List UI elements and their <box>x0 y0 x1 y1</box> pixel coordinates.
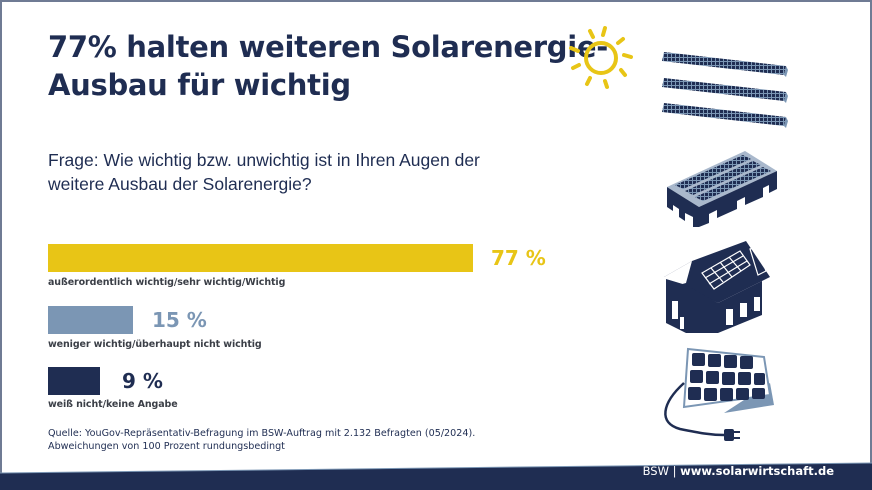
title-line-2: Ausbau für wichtig <box>48 68 351 102</box>
bar-dont-know <box>48 367 100 395</box>
sun-icon <box>569 26 633 89</box>
source-note: Quelle: YouGov-Repräsentativ-Befragung i… <box>48 428 476 452</box>
title-line-1: 77% halten weiteren Solarenergie- <box>48 30 608 64</box>
footer-url[interactable]: www.solarwirtschaft.de <box>680 464 834 478</box>
category-label-important: außerordentlich wichtig/sehr wichtig/Wic… <box>48 277 286 288</box>
plug-in-solar-panel-icon <box>664 347 774 441</box>
solar-panel-rows-icon <box>662 52 788 128</box>
category-label-dont-know: weiß nicht/keine Angabe <box>48 399 178 410</box>
footer-separator: | <box>672 464 677 478</box>
bar-important <box>48 244 473 272</box>
value-label-unimportant: 15 % <box>152 308 207 332</box>
category-label-unimportant: weniger wichtig/überhaupt nicht wichtig <box>48 339 262 350</box>
house-solar-roof-icon <box>664 241 770 333</box>
bar-unimportant <box>48 306 133 334</box>
footer-org: BSW <box>642 464 669 478</box>
value-label-dont-know: 9 % <box>122 369 163 393</box>
survey-question: Frage: Wie wichtig bzw. unwichtig ist in… <box>48 150 480 194</box>
value-label-important: 77 % <box>491 246 546 270</box>
footer-credit: BSW | www.solarwirtschaft.de <box>643 464 834 478</box>
commercial-building-solar-roof-icon <box>667 151 777 227</box>
page-title: 77% halten weiteren Solarenergie- Ausbau… <box>48 28 608 104</box>
